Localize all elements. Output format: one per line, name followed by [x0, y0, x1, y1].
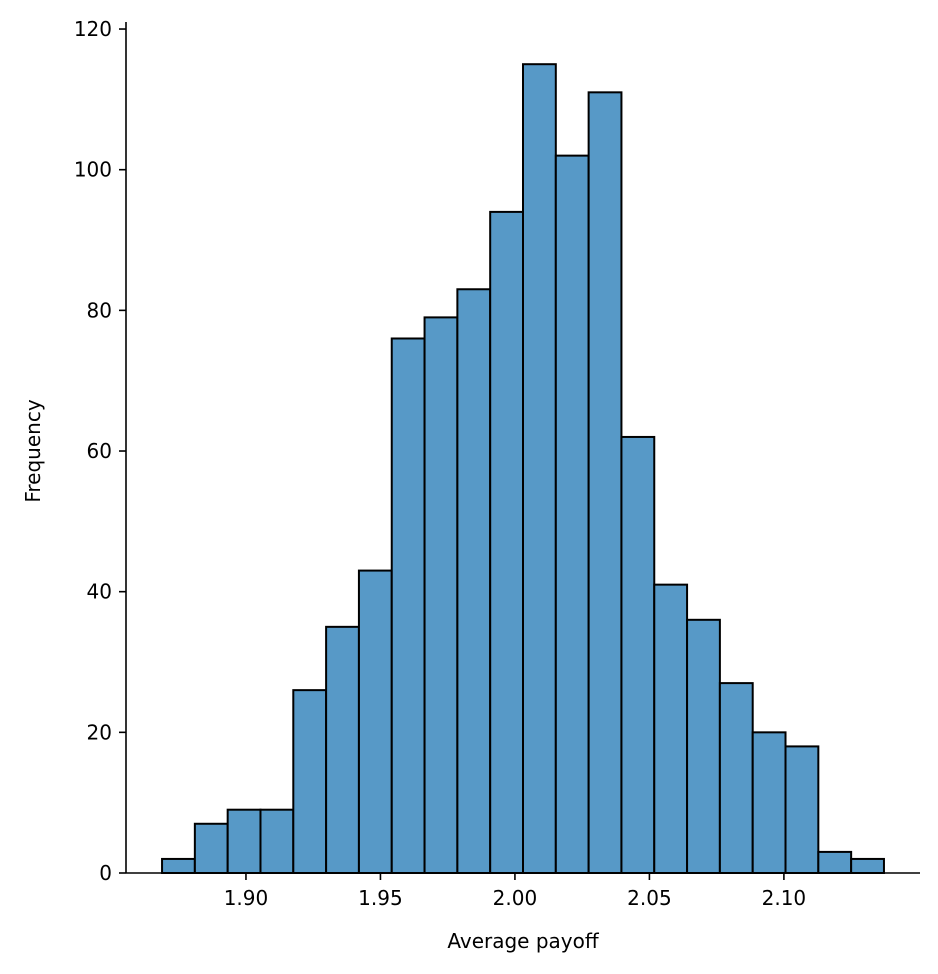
- histogram-bar: [456, 288, 492, 874]
- y-tick-label: 100: [74, 158, 112, 182]
- histogram-bar: [325, 625, 360, 874]
- histogram-bar: [850, 857, 885, 875]
- y-tick-label: 20: [87, 720, 112, 744]
- histogram-bar: [817, 850, 853, 874]
- histogram-bar: [522, 63, 557, 874]
- x-tick-label: 2.00: [493, 886, 538, 910]
- histogram-bar: [554, 154, 590, 874]
- x-tick-label: 1.95: [358, 886, 403, 910]
- histogram-bar: [653, 583, 689, 875]
- histogram-bar: [718, 682, 754, 874]
- y-axis-label: Frequency: [21, 399, 45, 502]
- x-tick-label: 1.90: [224, 886, 269, 910]
- x-tick-label: 2.05: [627, 886, 672, 910]
- histogram-bar: [193, 822, 229, 875]
- histogram-bar: [620, 435, 656, 874]
- histogram-bar: [489, 210, 524, 874]
- x-axis-label: Average payoff: [447, 929, 600, 953]
- histogram-bar: [587, 91, 623, 875]
- y-tick-label: 0: [99, 861, 112, 885]
- histogram-bar: [357, 569, 393, 874]
- y-tick-label: 40: [87, 580, 112, 604]
- x-tick-label: 2.10: [762, 886, 807, 910]
- histogram-bar: [259, 808, 295, 874]
- histogram-bar: [751, 731, 787, 875]
- y-tick-label: 80: [87, 298, 112, 322]
- y-tick-label: 120: [74, 17, 112, 41]
- bars: [161, 63, 885, 875]
- y-axis-ticks: 0 20 40 60 80 100 120: [74, 17, 126, 885]
- y-tick-label: 60: [87, 439, 112, 463]
- histogram-bar: [784, 745, 820, 875]
- histogram-bar: [161, 857, 196, 875]
- histogram-bar: [226, 808, 262, 874]
- histogram-bar: [423, 316, 459, 874]
- histogram-bar: [292, 689, 328, 874]
- histogram-bar: [686, 618, 721, 875]
- x-axis-ticks: 1.90 1.95 2.00 2.05 2.10: [224, 873, 806, 910]
- histogram-bar: [390, 337, 426, 874]
